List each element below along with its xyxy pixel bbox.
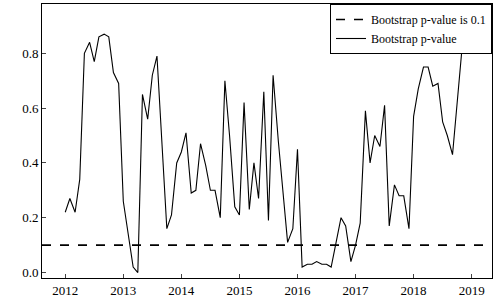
svg-text:Bootstrap p-value: Bootstrap p-value [371,32,457,46]
svg-text:2015: 2015 [226,283,252,298]
svg-text:2019: 2019 [459,283,485,298]
svg-text:0.4: 0.4 [22,155,39,170]
svg-text:2016: 2016 [284,283,311,298]
svg-text:2014: 2014 [168,283,195,298]
svg-text:2012: 2012 [52,283,78,298]
svg-text:0.0: 0.0 [22,265,38,280]
svg-text:2013: 2013 [110,283,136,298]
svg-text:Bootstrap p-value is 0.1: Bootstrap p-value is 0.1 [371,13,486,27]
svg-text:0.6: 0.6 [22,101,39,116]
svg-text:0.2: 0.2 [22,210,38,225]
svg-text:2018: 2018 [401,283,427,298]
svg-text:2017: 2017 [343,283,370,298]
svg-text:0.8: 0.8 [22,46,38,61]
